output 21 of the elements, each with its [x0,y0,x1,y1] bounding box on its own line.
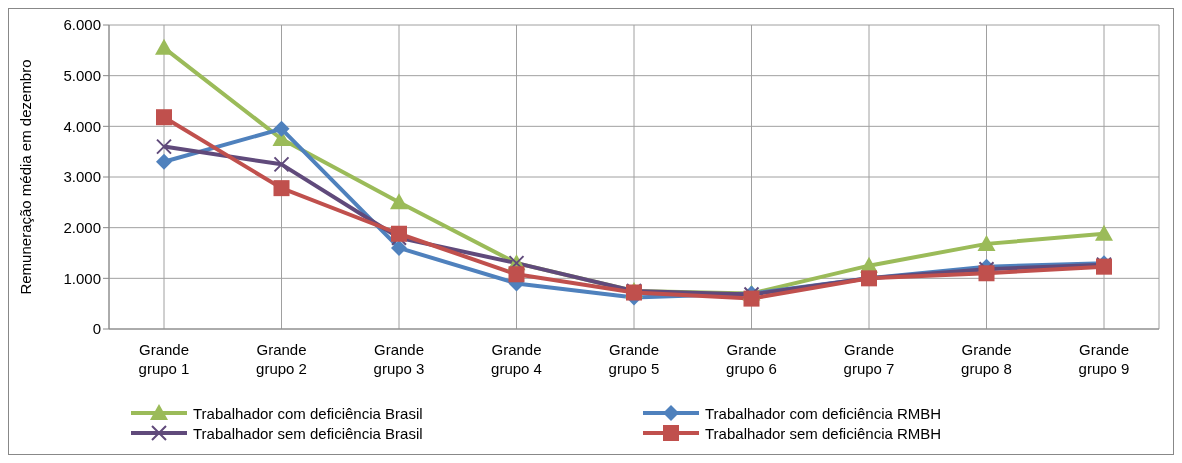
legend-label: Trabalhador com deficiência Brasil [193,404,423,422]
legend-label: Trabalhador com deficiência RMBH [705,404,942,422]
x-tick-label: Grande grupo 5 [608,341,660,377]
y-tick-label: 4.000 [63,117,101,135]
x-tick-label: Grande grupo 7 [843,341,895,377]
y-tick-label: 0 [92,320,101,338]
y-axis-title: Remuneração média em dezembro [17,59,35,295]
x-tick-label: Grande grupo 8 [961,341,1012,377]
x-tick-label: Grande grupo 9 [1078,341,1130,377]
y-tick-label: 1.000 [63,269,101,287]
x-tick-label: Grande grupo 2 [256,341,307,377]
y-tick-label: 3.000 [63,168,101,186]
x-tick-label: Grande grupo 6 [726,341,777,377]
x-tick-label: Grande grupo 3 [373,341,425,377]
legend-label: Trabalhador sem deficiência Brasil [193,424,423,442]
x-tick-label: Grande grupo 4 [491,341,542,377]
legend-label: Trabalhador sem deficiência RMBH [705,424,942,442]
x-tick-label: Grande grupo 1 [138,341,190,377]
y-tick-label: 6.000 [63,16,101,34]
y-tick-label: 5.000 [63,66,101,84]
y-tick-label: 2.000 [63,218,101,236]
